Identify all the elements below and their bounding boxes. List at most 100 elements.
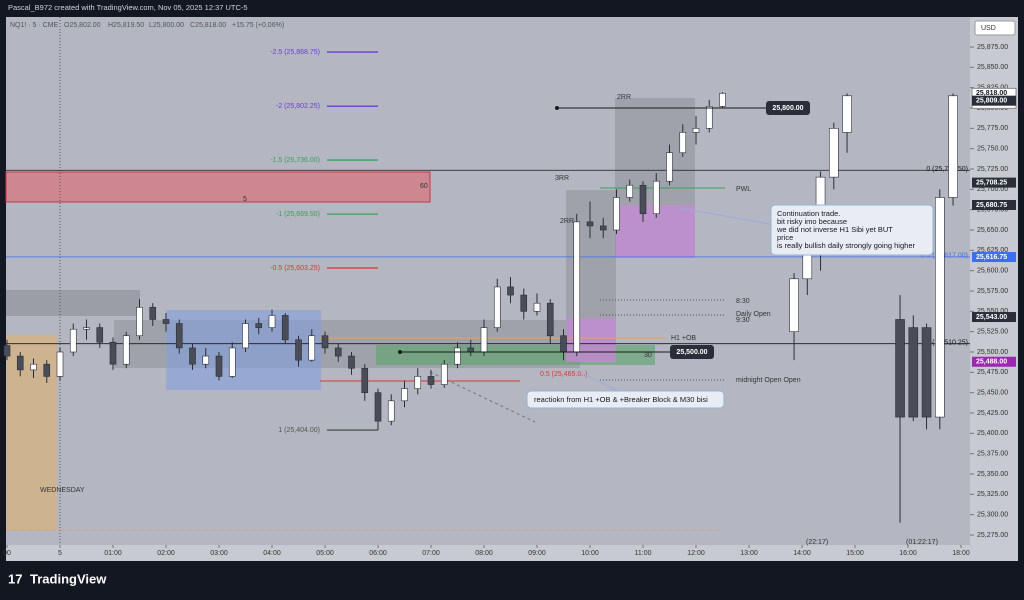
price-tag-label: 25,488.00 [976, 359, 1007, 366]
ohlc: H25,819.50 [108, 22, 144, 29]
y-tick-label: 25,375.00 [977, 451, 1008, 458]
annotation: 2RR [560, 218, 574, 225]
candle-body [666, 152, 673, 182]
fib-label: -0.5 (25,603.25) [270, 265, 320, 272]
candle-body [546, 302, 554, 337]
x-tick-label: 09:00 [528, 550, 546, 557]
y-tick-label: 25,575.00 [977, 288, 1008, 295]
callout-text: bit risky imo because [777, 217, 847, 226]
ohlc: C25,818.00 [190, 22, 226, 29]
price-tag [972, 177, 1016, 188]
annotation: WEDNESDAY [40, 487, 85, 494]
price-tag [972, 199, 1016, 210]
callout: Continuation trade. bit risky imo becaus… [679, 204, 934, 256]
candle-body [652, 180, 660, 215]
ohlc: O25,802.00 [64, 22, 101, 29]
candle-body [16, 355, 24, 371]
footer-logo: TradingView [30, 571, 107, 586]
candle-body [30, 363, 37, 371]
annotation: 5 [243, 196, 247, 203]
y-tick-label: 25,275.00 [977, 532, 1008, 539]
candle-body [692, 128, 700, 133]
candle-body [560, 335, 567, 353]
ohlc: +15.75 (+0.06%) [232, 22, 284, 29]
candle-body [228, 347, 236, 377]
fib-label: -2 (25,802.25) [276, 103, 320, 110]
annotation: H1 +OB [671, 335, 696, 342]
x-tick-label: 12:00 [687, 550, 705, 557]
annotation: 9:30 [736, 317, 750, 324]
y-tick-label: 25,650.00 [977, 227, 1008, 234]
callout-box [770, 204, 934, 256]
annotation: (01:22:17) [906, 539, 938, 546]
candle-body [613, 197, 620, 231]
candle-body [908, 327, 919, 418]
y-tick-label: 25,775.00 [977, 125, 1008, 132]
x-tick-label: 05:00 [316, 550, 334, 557]
candle-body [533, 302, 541, 312]
x-tick-label: 07:00 [422, 550, 440, 557]
time-axis [6, 545, 1018, 561]
zones [5, 17, 725, 545]
candle-body [599, 225, 607, 231]
x-tick-label: 16:00 [899, 550, 917, 557]
currency: USD [981, 25, 996, 32]
x-tick-label: 13:00 [740, 550, 758, 557]
annotation: 60 [420, 183, 428, 190]
candle-body [573, 221, 581, 353]
price-tag-label: 25,616.75 [976, 254, 1007, 261]
callout-text: is really bullish daily strongly going h… [777, 241, 915, 250]
y-tick-label: 25,300.00 [977, 512, 1008, 519]
y-tick-label: 25,350.00 [977, 471, 1008, 478]
candle-body [69, 328, 77, 353]
candle-body [268, 315, 276, 328]
price-tag-label: 25,708.25 [976, 179, 1007, 186]
callout-text: reactiokn from H1 +OB & +Breaker Block &… [534, 395, 708, 404]
tag-anchor [555, 106, 559, 110]
x-tick-label: 11:00 [635, 550, 652, 557]
x-tick-label: 10:00 [581, 550, 599, 557]
candle-body [934, 197, 945, 418]
price-tag-label: 25,809.00 [976, 98, 1007, 105]
x-tick-label: 14:00 [793, 550, 811, 557]
candle-body [387, 400, 395, 422]
candle-body [789, 278, 799, 332]
candle-body [948, 95, 958, 198]
h-line-label: 1 (25,510.25) [926, 340, 968, 347]
zone [6, 290, 140, 316]
y-tick-label: 25,550.00 [977, 308, 1008, 315]
currency-box [974, 20, 1016, 36]
candle-body [414, 376, 422, 389]
candle-body [401, 388, 408, 402]
annotation: 8:30 [736, 298, 750, 305]
price-tag [972, 95, 1016, 106]
fib-label: -1 (25,669.50) [276, 211, 320, 218]
candle-body [626, 184, 634, 198]
candle-body [467, 347, 475, 353]
price-tag [972, 312, 1016, 323]
y-tick-label: 25,725.00 [977, 166, 1008, 173]
candle-body [427, 376, 435, 385]
y-tick-label: 25,325.00 [977, 491, 1008, 498]
y-tick-label: 25,750.00 [977, 146, 1008, 153]
candle-body [705, 106, 713, 129]
logo-icon: 17 [8, 571, 22, 586]
annotations: PWL 60 5 8:30 Daily Open 9:30 H1 +OB 30 … [40, 94, 938, 546]
candle-body [189, 347, 196, 365]
x-tick-label: 03:00 [210, 550, 228, 557]
ohlc: L25,800.00 [149, 22, 184, 29]
fib-label: 1 (25,404.00) [278, 427, 320, 434]
annotation: 2RR [617, 94, 631, 101]
price-tag [972, 356, 1016, 367]
y-tick-label: 25,475.00 [977, 369, 1008, 376]
fib-label: -2.5 (25,868.75) [270, 49, 320, 56]
candle-body [3, 345, 11, 357]
plot-area [6, 17, 970, 545]
candle-body [719, 93, 726, 107]
tag-box [670, 345, 714, 359]
candle-body [175, 323, 183, 349]
candle-body [480, 327, 488, 353]
candle-body [308, 335, 316, 361]
price-tag-label: 25,680.75 [976, 202, 1007, 209]
